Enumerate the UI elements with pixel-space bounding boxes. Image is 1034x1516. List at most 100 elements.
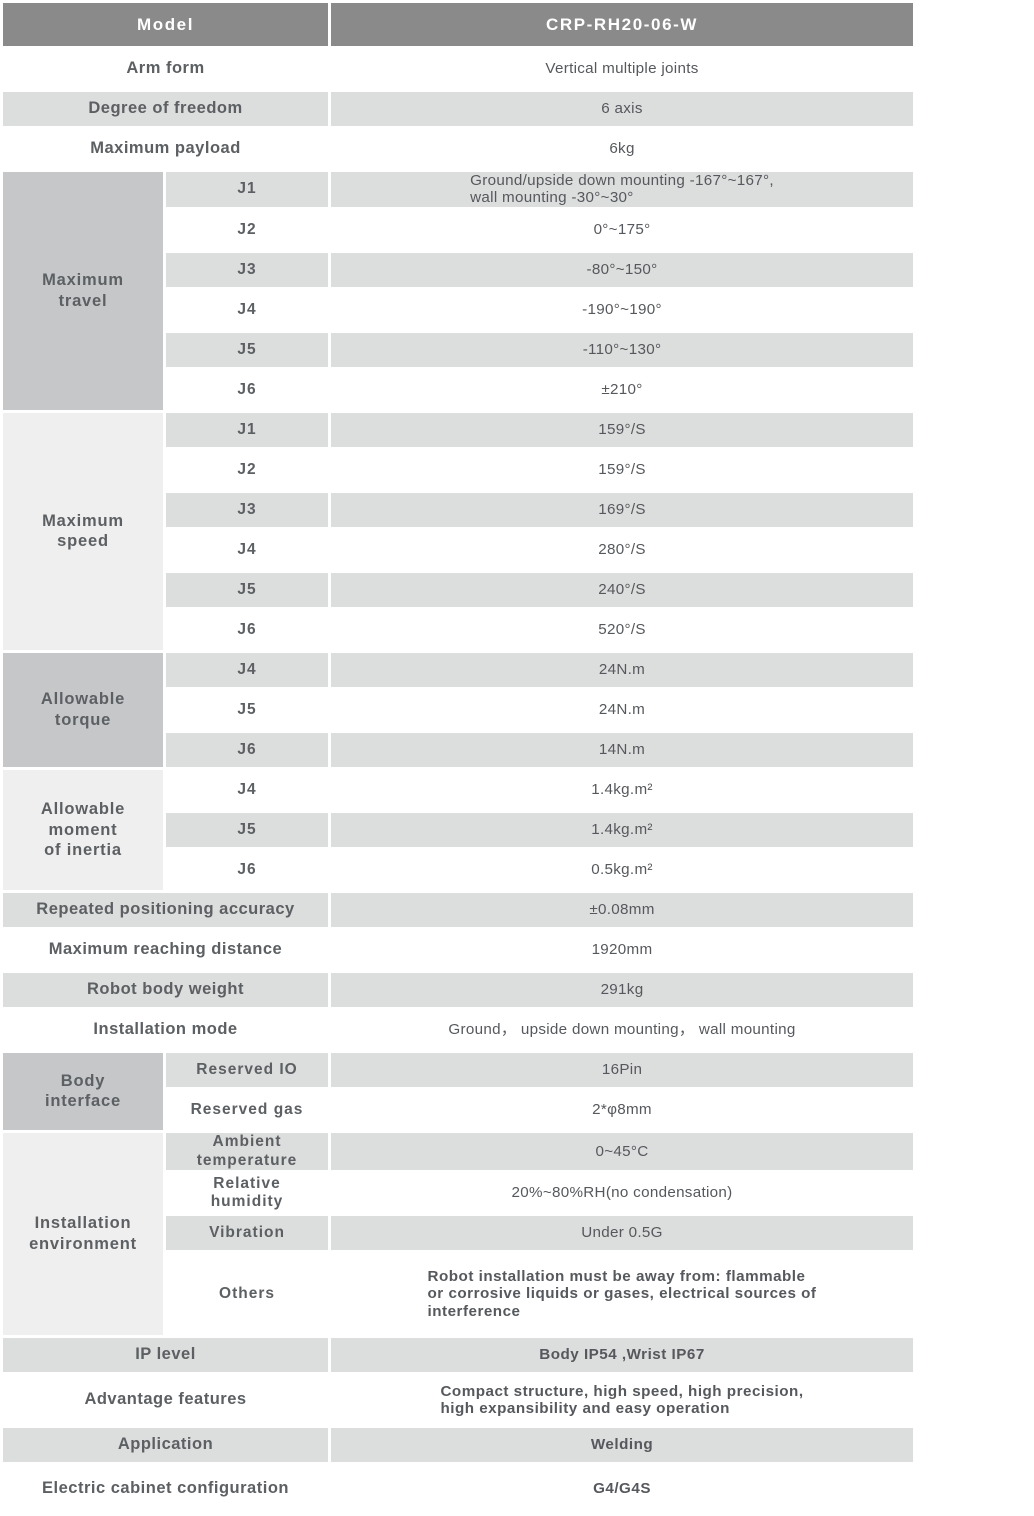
row-label-cell: Electric cabinet configuration xyxy=(3,1465,329,1514)
row-value-cell-text: 0~45°C xyxy=(595,1142,649,1160)
row-value-cell: 240°/S xyxy=(331,572,914,607)
row-value-cell-text: 0°~175° xyxy=(593,221,651,239)
row-value-cell-text: 291kg xyxy=(600,981,644,999)
row-label-cell: Arm form xyxy=(3,49,329,89)
sub-label-cell: J3 xyxy=(166,252,329,287)
model-value-cell: CRP-RH20-06-W xyxy=(331,3,914,46)
sub-label-cell-text: Reserved IO xyxy=(196,1060,298,1078)
group-label-cell-text: Installation environment xyxy=(29,1214,137,1254)
row-value-cell: Ground/upside down mounting -167°~167°, … xyxy=(331,172,914,207)
model-header-cell-text: Model xyxy=(136,14,195,34)
group-label-cell: Maximum speed xyxy=(3,412,163,650)
row-value-cell-text: 6kg xyxy=(609,140,635,158)
row-value-cell: 520°/S xyxy=(331,609,914,650)
sub-label-cell-text: J5 xyxy=(237,700,257,718)
row-value-cell-text: 240°/S xyxy=(598,581,646,599)
row-value-cell: 6kg xyxy=(331,129,914,169)
sub-label-cell: J3 xyxy=(166,492,329,527)
row-value-cell-text: 14N.m xyxy=(598,741,646,759)
sub-label-cell-text: J5 xyxy=(237,580,257,598)
sub-label-cell-text: Reserved gas xyxy=(190,1100,304,1118)
row-label-cell-text: IP level xyxy=(135,1345,196,1364)
row-value-cell-text: 159°/S xyxy=(598,421,646,439)
row-value-cell-text: 169°/S xyxy=(598,501,646,519)
sub-label-cell: Ambient temperature xyxy=(166,1132,329,1171)
sub-label-cell: Others xyxy=(166,1253,329,1336)
row-value-cell-text: Under 0.5G xyxy=(581,1224,663,1242)
row-value-cell: 291kg xyxy=(331,972,914,1007)
row-value-cell: 280°/S xyxy=(331,529,914,570)
sub-label-cell-text: Others xyxy=(219,1284,275,1302)
row-value-cell-text: 24N.m xyxy=(598,661,646,679)
row-value-cell-text: Ground， upside down mounting， wall mount… xyxy=(448,1021,796,1039)
sub-label-cell-text: Vibration xyxy=(209,1223,285,1241)
row-value-cell-text: -190°~190° xyxy=(582,301,662,319)
row-value-cell: G4/G4S xyxy=(331,1465,914,1514)
row-value-cell-text: 520°/S xyxy=(598,621,646,639)
group-label-cell: Installation environment xyxy=(3,1132,163,1336)
sub-label-cell-text: J6 xyxy=(237,380,257,398)
row-label-cell-text: Repeated positioning accuracy xyxy=(36,900,295,919)
row-value-cell-text: G4/G4S xyxy=(593,1480,651,1498)
row-value-cell: Body IP54 ,Wrist IP67 xyxy=(331,1338,914,1373)
sub-label-cell: J6 xyxy=(166,369,329,410)
sub-label-cell: J4 xyxy=(166,289,329,330)
row-value-cell: ±0.08mm xyxy=(331,892,914,927)
row-value-cell-text: Ground/upside down mounting -167°~167°, … xyxy=(470,172,774,207)
row-label-cell-text: Degree of freedom xyxy=(88,99,243,118)
row-label-cell-text: Robot body weight xyxy=(87,980,244,999)
row-value-cell: 6 axis xyxy=(331,92,914,126)
sub-label-cell-text: J4 xyxy=(237,540,257,558)
sub-label-cell: Vibration xyxy=(166,1216,329,1251)
group-label-cell: Maximum travel xyxy=(3,172,163,410)
row-label-cell: Repeated positioning accuracy xyxy=(3,892,329,927)
sub-label-cell: J4 xyxy=(166,652,329,687)
group-label-cell-text: Maximum speed xyxy=(42,511,124,551)
sub-label-cell: Reserved IO xyxy=(166,1052,329,1087)
group-label-cell-text: Body interface xyxy=(45,1071,121,1111)
row-value-cell-text: Compact structure, high speed, high prec… xyxy=(440,1382,804,1418)
row-label-cell: Installation mode xyxy=(3,1009,329,1050)
row-value-cell: 159°/S xyxy=(331,449,914,490)
row-value-cell-text: 280°/S xyxy=(598,541,646,559)
sub-label-cell-text: J1 xyxy=(237,180,257,198)
row-value-cell-text: 24N.m xyxy=(598,701,646,719)
row-value-cell-text: 0.5kg.m² xyxy=(591,861,653,879)
row-value-cell: Compact structure, high speed, high prec… xyxy=(331,1375,914,1426)
row-value-cell: Welding xyxy=(331,1428,914,1463)
row-value-cell-text: 159°/S xyxy=(598,461,646,479)
sub-label-cell-text: J5 xyxy=(237,340,257,358)
sub-label-cell: J2 xyxy=(166,449,329,490)
sub-label-cell-text: J6 xyxy=(237,620,257,638)
row-value-cell-text: -80°~150° xyxy=(586,261,658,279)
row-value-cell-text: 2*φ8mm xyxy=(592,1101,652,1119)
group-label-cell: Allowable torque xyxy=(3,652,163,767)
row-value-cell-text: -110°~130° xyxy=(582,341,662,359)
sub-label-cell: J5 xyxy=(166,812,329,847)
sub-label-cell: J4 xyxy=(166,529,329,570)
sub-label-cell: J6 xyxy=(166,732,329,767)
row-value-cell-text: 6 axis xyxy=(601,100,643,118)
row-label-cell-text: Installation mode xyxy=(93,1020,238,1039)
spec-table-body: Model CRP-RH20-06-W Arm form Vertical multi… xyxy=(3,3,914,1514)
row-value-cell: 0°~175° xyxy=(331,209,914,250)
group-label-cell: Allowable moment of inertia xyxy=(3,769,163,890)
sub-label-cell-text: J5 xyxy=(237,820,257,838)
sub-label-cell-text: J2 xyxy=(237,460,257,478)
sub-label-cell-text: J1 xyxy=(237,420,257,438)
group-label-cell: Body interface xyxy=(3,1052,163,1130)
model-header-cell: Model xyxy=(3,3,329,46)
sub-label-cell: J1 xyxy=(166,172,329,207)
sub-label-cell-text: J6 xyxy=(237,860,257,878)
row-label-cell: Application xyxy=(3,1428,329,1463)
row-value-cell: 24N.m xyxy=(331,652,914,687)
row-value-cell: Ground， upside down mounting， wall mount… xyxy=(331,1009,914,1050)
row-value-cell: 24N.m xyxy=(331,689,914,730)
row-value-cell: -80°~150° xyxy=(331,252,914,287)
row-label-cell: Maximum payload xyxy=(3,129,329,169)
row-value-cell-text: Vertical multiple joints xyxy=(545,60,699,78)
row-value-cell-text: 1.4kg.m² xyxy=(591,781,653,799)
group-label-cell-text: Maximum travel xyxy=(42,271,124,310)
row-value-cell-text: Robot installation must be away from: fl… xyxy=(427,1267,817,1320)
row-value-cell: 2*φ8mm xyxy=(331,1089,914,1130)
